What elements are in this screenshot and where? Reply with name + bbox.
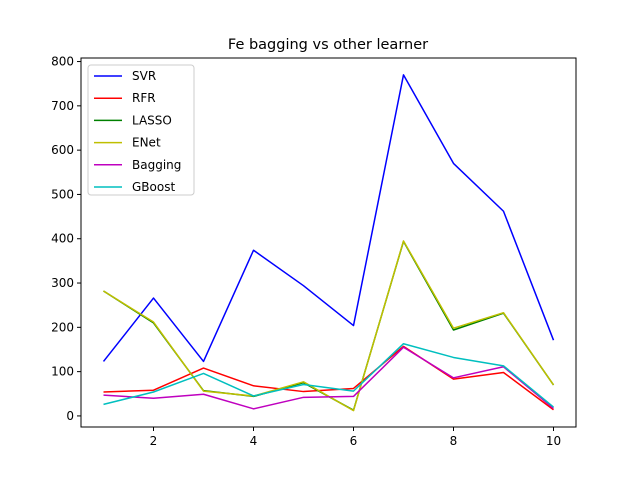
- legend-label: LASSO: [132, 113, 172, 127]
- x-tick-label: 6: [350, 434, 358, 448]
- y-tick-label: 800: [51, 55, 74, 69]
- legend-label: Bagging: [132, 158, 181, 172]
- series-line-svr: [102, 74, 555, 363]
- y-tick-label: 0: [66, 409, 74, 423]
- y-axis: 0 100 200 300 400 500 600 700 800: [51, 55, 81, 423]
- x-tick-label: 4: [250, 434, 258, 448]
- legend-label: GBoost: [132, 180, 175, 194]
- legend-label: ENet: [132, 136, 161, 150]
- y-tick-label: 700: [51, 99, 74, 113]
- x-tick-label: 8: [450, 434, 458, 448]
- chart-title: Fe bagging vs other learner: [228, 37, 428, 53]
- legend-label: RFR: [132, 91, 156, 105]
- series-line-bagging: [103, 346, 554, 410]
- series-line-gboost: [103, 342, 554, 408]
- y-tick-label: 600: [51, 143, 74, 157]
- series-lines: [102, 74, 555, 412]
- y-tick-label: 400: [51, 232, 74, 246]
- x-tick-label: 2: [150, 434, 158, 448]
- legend-label: SVR: [132, 69, 156, 83]
- y-tick-label: 300: [51, 276, 74, 290]
- x-axis: 2 4 6 8 10: [150, 427, 561, 448]
- y-tick-label: 500: [51, 187, 74, 201]
- plot-area: 2 4 6 8 10 0 100 200 300 400 500 600 700 800: [51, 55, 577, 448]
- y-tick-label: 200: [51, 320, 74, 334]
- x-tick-label: 10: [546, 434, 561, 448]
- y-tick-label: 100: [51, 365, 74, 379]
- series-line-rfr: [103, 345, 554, 411]
- legend-frame: [87, 64, 195, 196]
- legend: SVR RFR LASSO ENet Bagging GBoost: [87, 64, 195, 196]
- axes-frame: [80, 57, 577, 428]
